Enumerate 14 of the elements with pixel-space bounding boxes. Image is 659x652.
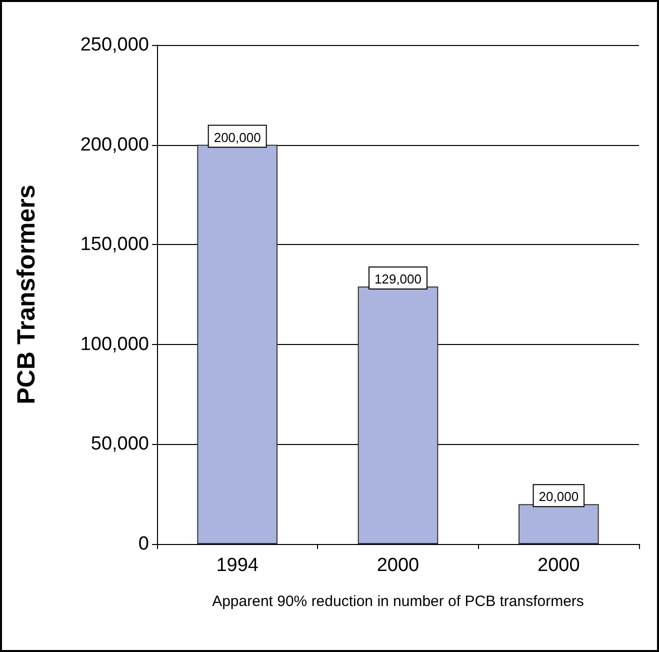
y-tick-label: 250,000	[80, 34, 149, 56]
x-axis-title: Apparent 90% reduction in number of PCB transformers	[212, 593, 584, 610]
y-tick-label: 50,000	[90, 434, 149, 455]
data-label: 20,000	[538, 489, 579, 504]
x-tick-label: 1994	[216, 555, 259, 576]
x-tick-label: 2000	[376, 555, 420, 576]
y-tick-label: 150,000	[80, 234, 149, 256]
y-tick-label: 200,000	[80, 134, 149, 156]
data-label: 129,000	[374, 272, 422, 287]
y-tick-label: 100,000	[80, 334, 149, 355]
x-tick-label: 2000	[538, 555, 580, 576]
y-axis-title: PCB Transformers	[12, 184, 40, 404]
y-tick-label: 0	[138, 534, 149, 554]
data-label: 200,000	[214, 130, 261, 145]
